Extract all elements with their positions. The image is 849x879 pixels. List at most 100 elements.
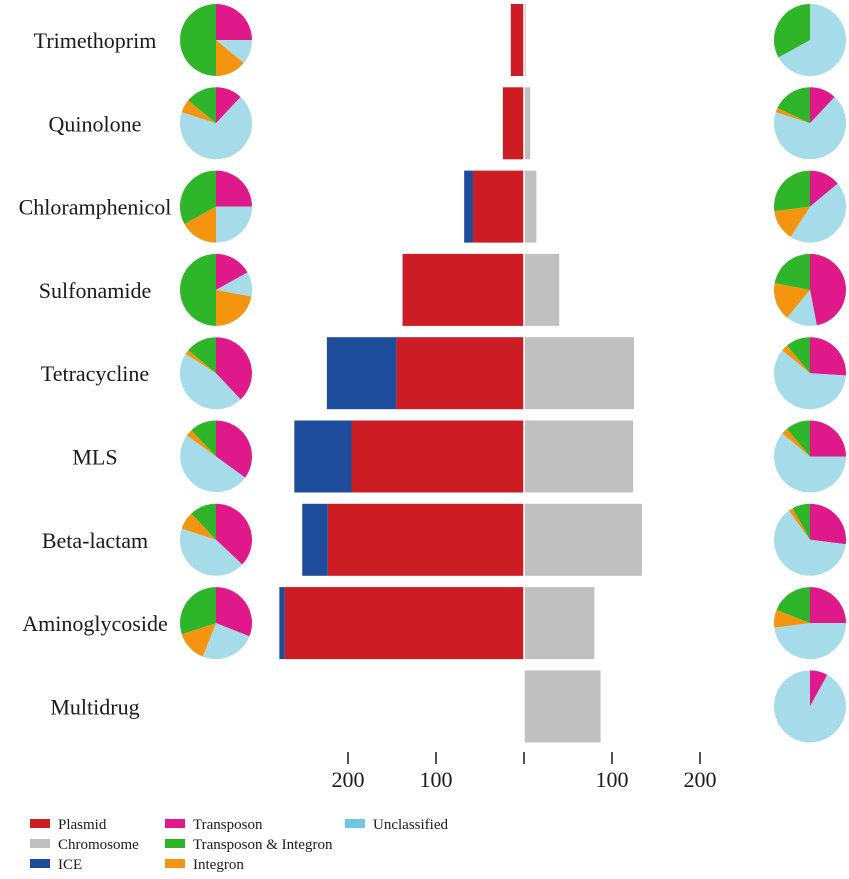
bar-chromosome-trimethoprim <box>524 4 526 76</box>
category-label-sulfonamide: Sulfonamide <box>39 278 151 303</box>
right-pie-column <box>773 3 847 743</box>
legend-item-chromosome: Chromosome <box>30 837 139 853</box>
pie-slice-integron <box>216 40 244 76</box>
pie-slice-transposon-integron <box>792 503 810 540</box>
bar-plasmid-trimethoprim <box>510 4 524 76</box>
bar-plasmid-sulfonamide <box>402 253 524 326</box>
pie-right-beta-lactam <box>774 503 847 576</box>
pie-left-quinolone <box>179 87 252 160</box>
pie-slice-transposon-integron <box>180 253 216 326</box>
category-label-multidrug: Multidrug <box>50 694 139 719</box>
pie-slice-transposon <box>216 4 252 40</box>
legend-swatch-ice <box>30 859 50 868</box>
bar-chromosome-chloramphenicol <box>524 170 537 243</box>
pie-slice-integron <box>782 428 810 457</box>
pie-slice-transposon-integron <box>179 587 216 635</box>
pie-slice-transposon-integron <box>179 170 216 224</box>
bar-plasmid-quinolone <box>502 87 524 160</box>
legend-item-ice: ICE <box>30 857 82 873</box>
pie-slice-integron <box>216 289 252 326</box>
bar-chromosome-beta-lactam <box>524 503 642 576</box>
pie-slice-integron <box>186 430 216 457</box>
pie-slice-transposon-integron <box>776 587 810 624</box>
pie-slice-unclassified <box>774 510 846 576</box>
pie-left-tetracycline <box>179 337 252 410</box>
pie-slice-transposon-integron <box>191 503 216 540</box>
bar-ice-beta-lactam <box>302 503 328 576</box>
category-labels: Trimethoprim Quinolone Chloramphenicol Sulf… <box>19 28 172 719</box>
pie-slice-unclassified <box>180 435 246 493</box>
category-label-quinolone: Quinolone <box>49 111 142 136</box>
pie-slice-unclassified <box>774 623 846 660</box>
x-tick-label-right-100: 100 <box>596 767 629 792</box>
pie-slice-integron <box>181 513 216 540</box>
pie-slice-integron <box>788 508 810 540</box>
legend: Plasmid Chromosome ICE Transposon Transposon… <box>30 817 448 873</box>
legend-item-plasmid: Plasmid <box>30 817 107 833</box>
pie-slice-transposon <box>216 503 252 565</box>
bar-chromosome-sulfonamide <box>524 253 560 326</box>
legend-swatch-integron <box>165 859 185 868</box>
pie-slice-transposon <box>216 337 252 400</box>
legend-label-transposon-integron: Transposon & Integron <box>193 837 333 853</box>
pie-slice-transposon <box>216 587 252 637</box>
pie-right-aminoglycoside <box>773 587 846 660</box>
pie-slice-unclassified <box>179 353 241 410</box>
pie-slice-transposon-integron <box>777 87 810 124</box>
pie-slice-transposon-integron <box>191 420 216 457</box>
pie-slice-integron <box>773 609 810 628</box>
legend-swatch-unclassified <box>345 819 365 828</box>
pie-slice-integron <box>181 623 216 657</box>
x-tick-label-right-200: 200 <box>684 767 717 792</box>
pie-slice-integron <box>775 107 810 124</box>
x-axis: 200 100 100 200 <box>332 2 717 792</box>
pie-right-tetracycline <box>774 337 847 410</box>
pie-slice-transposon-integron <box>773 3 810 58</box>
bar-ice-tetracycline <box>326 337 397 410</box>
category-label-aminoglycoside: Aminoglycoside <box>22 611 167 636</box>
pie-slice-transposon-integron <box>787 420 810 457</box>
bar-plasmid-chloramphenicol <box>472 170 524 243</box>
legend-item-unclassified: Unclassified <box>345 817 448 833</box>
pie-right-mls <box>773 420 846 493</box>
pie-left-trimethoprim <box>180 4 252 76</box>
category-label-trimethoprim: Trimethoprim <box>34 28 157 53</box>
category-label-chloramphenicol: Chloramphenicol <box>19 195 172 220</box>
bar-plasmid-mls <box>351 420 524 493</box>
left-pie-column <box>179 4 252 660</box>
bar-group <box>279 4 642 743</box>
bar-chromosome-mls <box>524 420 634 493</box>
pie-slice-transposon-integron <box>188 87 216 124</box>
pie-slice-transposon-integron <box>774 253 810 290</box>
pie-slice-transposon <box>810 420 846 457</box>
legend-item-transposon-integron: Transposon & Integron <box>165 837 333 853</box>
pie-slice-unclassified <box>179 97 252 160</box>
pie-slice-transposon-integron <box>787 337 810 374</box>
bar-plasmid-beta-lactam <box>327 503 524 576</box>
legend-label-integron: Integron <box>193 857 244 873</box>
legend-swatch-plasmid <box>30 819 50 828</box>
pie-slice-unclassified <box>216 272 252 297</box>
pie-left-beta-lactam <box>180 503 252 576</box>
bar-chromosome-quinolone <box>524 87 531 160</box>
legend-swatch-transposon <box>165 819 185 828</box>
bar-ice-chloramphenicol <box>464 170 473 243</box>
x-tick-label-left-200: 200 <box>332 767 365 792</box>
pie-slice-transposon <box>810 170 838 207</box>
bar-ice-mls <box>294 420 352 493</box>
bar-plasmid-tetracycline <box>396 337 524 410</box>
pie-slice-unclassified <box>216 40 252 63</box>
legend-label-transposon: Transposon <box>193 817 263 833</box>
legend-item-integron: Integron <box>165 857 244 873</box>
legend-label-unclassified: Unclassified <box>373 817 448 833</box>
legend-label-chromosome: Chromosome <box>58 837 139 853</box>
pie-slice-transposon <box>810 253 846 326</box>
pie-right-sulfonamide <box>774 253 846 326</box>
pie-slice-unclassified <box>787 289 817 326</box>
category-label-beta-lactam: Beta-lactam <box>42 528 148 553</box>
bar-chromosome-tetracycline <box>524 337 634 410</box>
pie-left-chloramphenicol <box>179 170 252 243</box>
bar-plasmid-aminoglycoside <box>284 587 524 660</box>
pie-slice-unclassified <box>774 350 846 410</box>
pie-slice-unclassified <box>774 670 847 743</box>
